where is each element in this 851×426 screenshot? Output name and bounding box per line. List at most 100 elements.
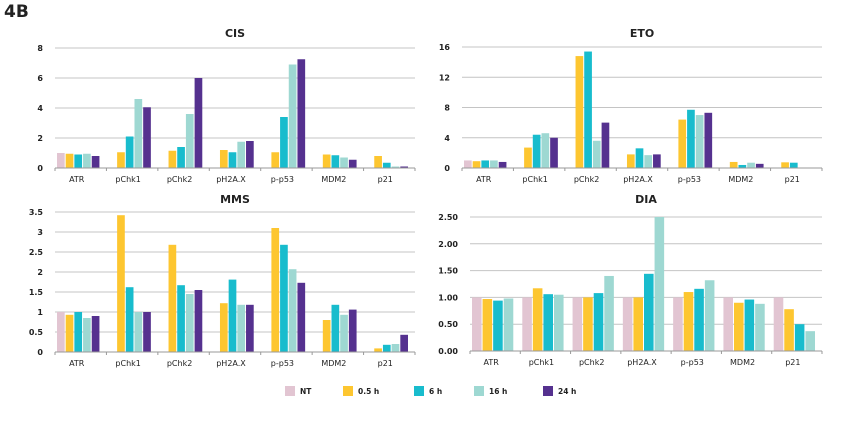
bar-p-p53-0.5h [271, 228, 280, 352]
bar-p21-6h [794, 324, 805, 351]
bar-p21-0.5h [784, 309, 794, 351]
y-tick-label: 4 [37, 104, 43, 113]
bar-p-p53-16h [288, 269, 297, 352]
bar-pH2A.X-6h [228, 152, 237, 168]
chart-title: ETO [630, 27, 654, 40]
chart-dia: DIA 0.00 0.50 1.00 1.50 2.00 2.50 ATR pChk1 pChk2… [438, 193, 823, 367]
bar-pChk2-24h [194, 78, 203, 168]
bar-ATR-6h [74, 312, 83, 352]
bar-pH2A.X-NT [622, 297, 633, 351]
y-tick-label: 3.5 [29, 208, 44, 217]
bar-p-p53-16h [704, 280, 715, 351]
x-tick-label: p-p53 [271, 359, 294, 368]
y-tick-label: 2 [37, 134, 43, 143]
bar-p21-6h [789, 162, 798, 168]
bar-p21-6h [382, 162, 391, 168]
bar-pH2A.X-16h [644, 155, 653, 168]
x-tick-label: p21 [785, 175, 800, 184]
bar-ATR-24h [498, 161, 507, 168]
bar-ATR-16h [503, 298, 514, 351]
bar-pChk1-16h [134, 99, 143, 168]
x-tick-label: p-p53 [678, 175, 701, 184]
bar-pChk1-6h [125, 136, 134, 168]
bar-ATR-0.5h [65, 153, 74, 168]
bar-pChk1-6h [532, 134, 541, 168]
bar-p21-0.5h [374, 156, 382, 168]
x-tick-label: ATR [483, 358, 499, 367]
bar-p21-16h [391, 166, 400, 168]
x-tick-label: pChk1 [115, 175, 140, 184]
legend-label: 0.5 h [358, 387, 379, 396]
legend-label: 24 h [558, 387, 576, 396]
y-tick-label: 2.50 [438, 213, 458, 222]
bar-pChk2-16h [592, 140, 601, 168]
bar-pH2A.X-6h [228, 279, 237, 352]
bar-pChk2-6h [584, 51, 592, 168]
bar-pChk2-0.5h [168, 150, 177, 168]
bar-pChk2-0.5h [575, 56, 584, 169]
bar-MDM2-6h [738, 164, 747, 168]
bar-pChk1-16h [554, 294, 564, 351]
bar-pChk1-6h [125, 287, 134, 352]
bar-pChk1-0.5h [117, 152, 125, 168]
bar-p-p53-6h [687, 109, 695, 168]
bar-MDM2-16h [747, 162, 755, 168]
x-tick-label: pH2A.X [216, 175, 246, 184]
bar-ATR-NT [57, 312, 65, 352]
bar-pChk1-24h [143, 312, 151, 352]
bar-MDM2-0.5h [734, 302, 744, 351]
bar-pH2A.X-6h [635, 148, 644, 168]
bar-p-p53-NT [673, 297, 683, 351]
x-tick-label: pChk1 [529, 358, 554, 367]
chart-eto: ETO 0 4 8 12 16 ATR pChk1 pChk2 pH2A.X p-p53 MDM2 p2… [439, 27, 823, 184]
bar-pChk1-24h [550, 137, 558, 168]
x-tick-label: p-p53 [681, 358, 704, 367]
chart-title: DIA [635, 193, 657, 206]
legend-label: 6 h [429, 387, 442, 396]
bar-pChk2-6h [177, 147, 185, 168]
bar-p21-16h [391, 344, 400, 352]
bar-ATR-16h [490, 160, 498, 168]
bar-ATR-24h [91, 316, 100, 352]
bar-pChk2-0.5h [583, 297, 593, 351]
bar-ATR-24h [91, 156, 100, 168]
y-tick-label: 4 [444, 134, 450, 143]
x-tick-label: p21 [378, 175, 393, 184]
y-tick-label: 16 [439, 43, 451, 52]
bar-MDM2-24h [348, 309, 357, 352]
bar-p-p53-0.5h [678, 119, 687, 168]
bar-pChk2-16h [604, 275, 614, 351]
x-tick-label: pChk2 [574, 175, 599, 184]
bar-MDM2-NT [723, 297, 733, 351]
bar-p21-24h [400, 166, 408, 168]
x-tick-label: MDM2 [321, 175, 346, 184]
bar-pH2A.X-24h [653, 154, 661, 168]
bar-p-p53-0.5h [271, 152, 280, 168]
y-tick-label: 1.00 [438, 293, 458, 302]
bar-ATR-6h [481, 160, 490, 168]
bar-MDM2-0.5h [322, 154, 331, 168]
bar-pH2A.X-24h [246, 141, 254, 168]
chart-title: CIS [225, 27, 245, 40]
bar-ATR-16h [83, 153, 91, 168]
x-tick-label: pChk1 [522, 175, 547, 184]
chart-cis: CIS 0 2 4 6 8 ATR pChk1 pChk2 pH2A.X p-p53 MDM2 p21 [37, 27, 416, 184]
y-tick-label: 0.00 [438, 347, 458, 356]
bar-pH2A.X-16h [654, 217, 665, 351]
y-tick-label: 2 [37, 268, 43, 277]
bar-MDM2-0.5h [729, 161, 738, 168]
bar-MDM2-16h [755, 303, 765, 351]
bar-pChk2-6h [177, 285, 185, 352]
x-tick-label: pChk1 [115, 359, 140, 368]
bar-p-p53-24h [297, 59, 306, 168]
y-tick-label: 0.5 [29, 328, 44, 337]
bar-pChk1-0.5h [117, 215, 125, 352]
chart-title: MMS [220, 193, 250, 206]
bar-pH2A.X-16h [237, 304, 246, 352]
bar-pH2A.X-24h [246, 304, 254, 352]
x-tick-label: pChk2 [579, 358, 604, 367]
bar-MDM2-24h [348, 159, 357, 168]
bar-MDM2-6h [744, 299, 755, 351]
bar-p21-NT [773, 297, 784, 351]
bar-p21-0.5h [781, 162, 789, 168]
